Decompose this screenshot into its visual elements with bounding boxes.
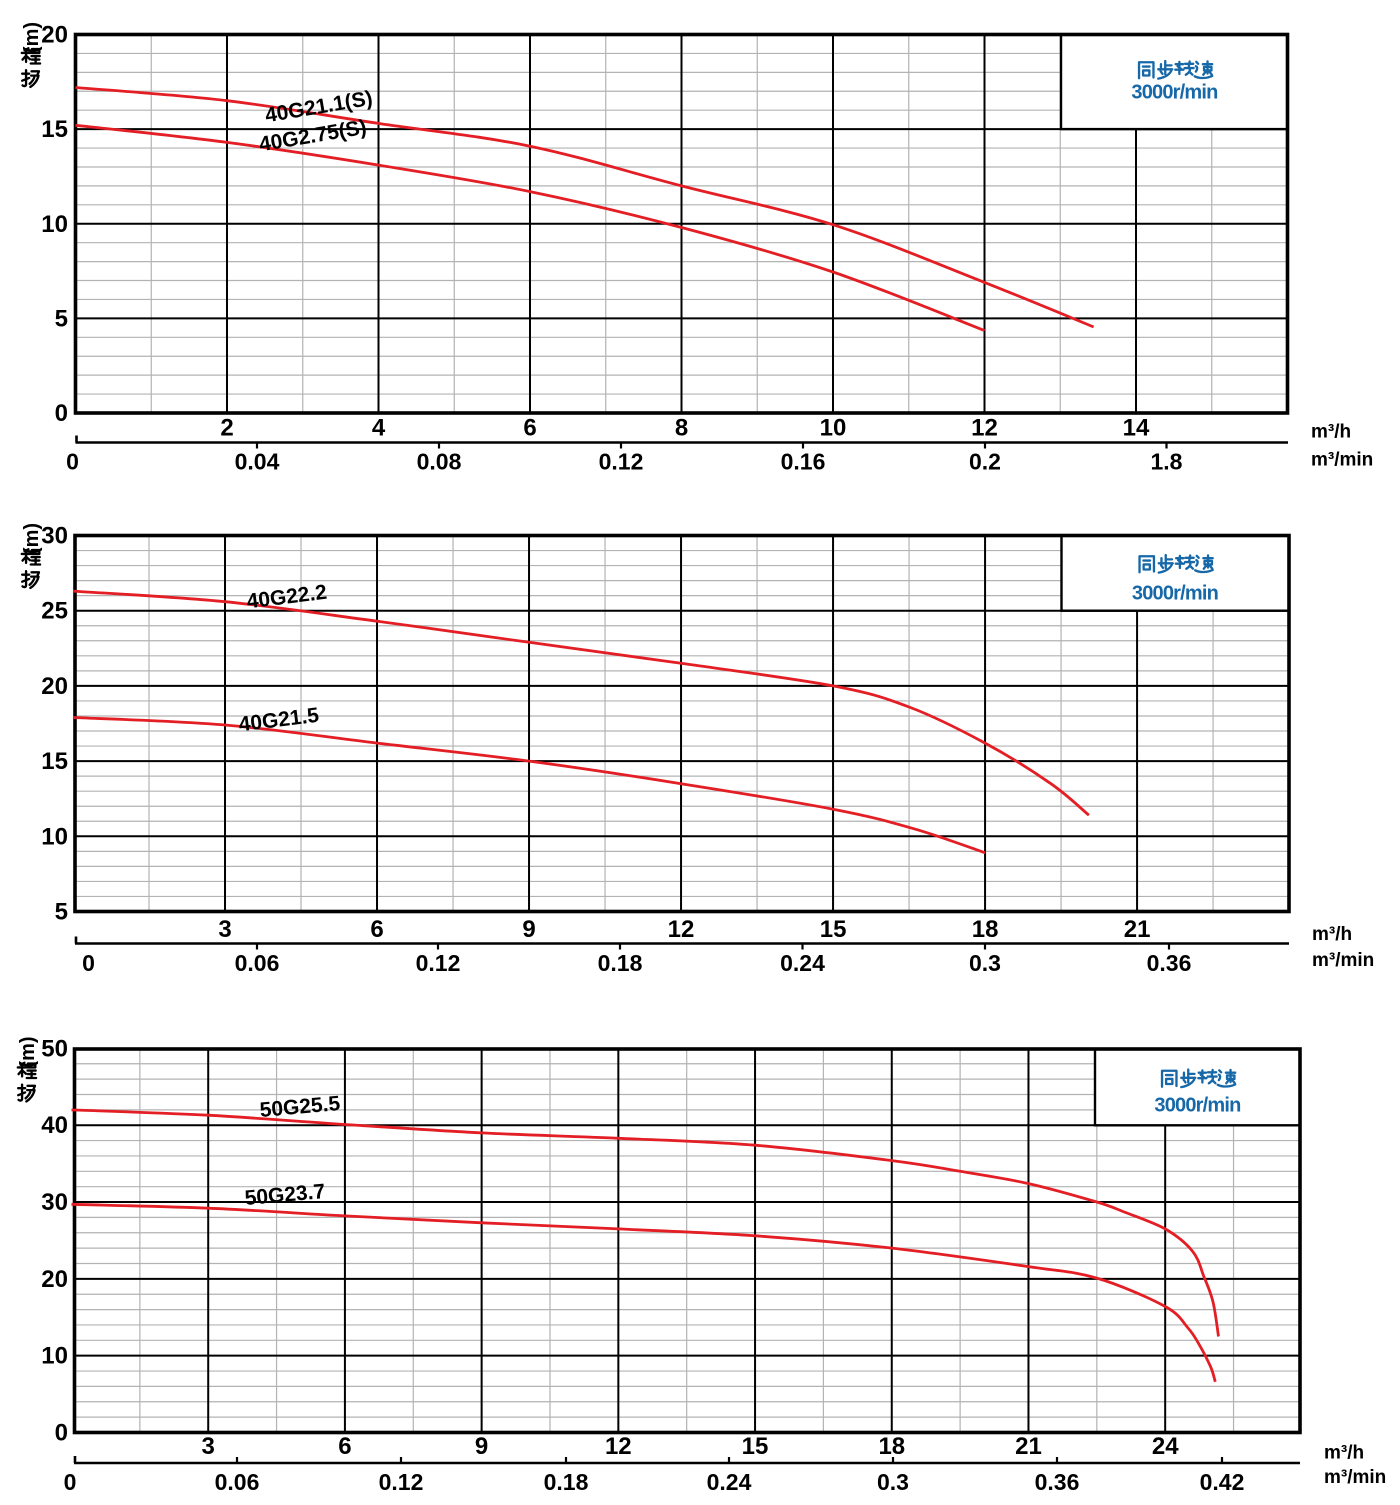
svg-text:10: 10 (41, 211, 68, 238)
svg-text:24: 24 (1152, 1433, 1179, 1460)
svg-text:0.08: 0.08 (417, 449, 462, 475)
svg-text:5: 5 (55, 305, 68, 332)
svg-text:0.24: 0.24 (780, 950, 825, 976)
svg-text:0.18: 0.18 (544, 1469, 589, 1495)
svg-text:1.8: 1.8 (1151, 449, 1183, 475)
svg-text:12: 12 (605, 1433, 632, 1460)
svg-text:0: 0 (64, 1469, 77, 1495)
svg-text:14: 14 (1123, 415, 1150, 442)
svg-text:10: 10 (41, 1343, 68, 1370)
svg-text:3: 3 (202, 1433, 215, 1460)
svg-text:15: 15 (41, 748, 68, 775)
svg-text:m³/h: m³/h (1324, 1443, 1364, 1464)
svg-text:0.04: 0.04 (235, 449, 280, 475)
svg-text:m³/min: m³/min (1324, 1467, 1386, 1488)
svg-text:50: 50 (41, 1035, 68, 1062)
svg-text:m³/min: m³/min (1311, 450, 1373, 471)
svg-text:0.12: 0.12 (416, 950, 461, 976)
svg-text:10: 10 (820, 415, 847, 442)
svg-text:0: 0 (66, 449, 79, 475)
svg-text:40: 40 (41, 1112, 68, 1139)
svg-text:6: 6 (370, 916, 383, 943)
svg-text:0: 0 (55, 1420, 68, 1447)
svg-text:0.16: 0.16 (781, 449, 826, 475)
svg-text:25: 25 (41, 598, 68, 625)
svg-text:m³/h: m³/h (1312, 924, 1352, 945)
svg-text:30: 30 (41, 1189, 68, 1216)
svg-text:0.3: 0.3 (969, 950, 1001, 976)
svg-text:18: 18 (972, 916, 999, 943)
svg-text:3: 3 (218, 916, 231, 943)
svg-text:0.2: 0.2 (969, 449, 1001, 475)
svg-text:0.24: 0.24 (707, 1469, 752, 1495)
svg-text:15: 15 (820, 916, 847, 943)
svg-text:0: 0 (82, 950, 95, 976)
svg-text:5: 5 (55, 899, 68, 926)
svg-text:0.36: 0.36 (1035, 1469, 1080, 1495)
svg-text:0.18: 0.18 (598, 950, 643, 976)
svg-text:8: 8 (675, 415, 688, 442)
svg-text:6: 6 (338, 1433, 351, 1460)
svg-text:15: 15 (41, 116, 68, 143)
svg-text:30: 30 (41, 523, 68, 550)
svg-text:m³/min: m³/min (1312, 950, 1374, 971)
svg-text:20: 20 (41, 673, 68, 700)
svg-text:0: 0 (55, 400, 68, 427)
svg-text:20: 20 (41, 22, 68, 49)
svg-text:(m): (m) (17, 1036, 39, 1067)
svg-text:0.36: 0.36 (1147, 950, 1192, 976)
svg-text:0.3: 0.3 (877, 1469, 909, 1495)
svg-text:0.06: 0.06 (235, 950, 280, 976)
svg-text:m³/h: m³/h (1311, 422, 1351, 443)
svg-text:0.42: 0.42 (1200, 1469, 1245, 1495)
svg-text:(m): (m) (21, 523, 43, 554)
svg-text:20: 20 (41, 1266, 68, 1293)
svg-text:6: 6 (523, 415, 536, 442)
svg-text:0.12: 0.12 (379, 1469, 424, 1495)
svg-text:0.12: 0.12 (599, 449, 644, 475)
svg-text:3000r/min: 3000r/min (1154, 1095, 1240, 1117)
svg-text:4: 4 (372, 415, 386, 442)
svg-text:15: 15 (742, 1433, 769, 1460)
svg-text:3000r/min: 3000r/min (1131, 82, 1217, 104)
svg-text:12: 12 (668, 916, 695, 943)
svg-text:9: 9 (522, 916, 535, 943)
svg-text:0.06: 0.06 (215, 1469, 260, 1495)
svg-text:2: 2 (220, 415, 233, 442)
svg-text:21: 21 (1015, 1433, 1042, 1460)
svg-text:3000r/min: 3000r/min (1132, 583, 1218, 605)
svg-text:(m): (m) (21, 22, 43, 53)
svg-text:18: 18 (878, 1433, 905, 1460)
svg-text:9: 9 (475, 1433, 488, 1460)
svg-text:12: 12 (971, 415, 998, 442)
svg-text:10: 10 (41, 823, 68, 850)
svg-text:21: 21 (1124, 916, 1151, 943)
